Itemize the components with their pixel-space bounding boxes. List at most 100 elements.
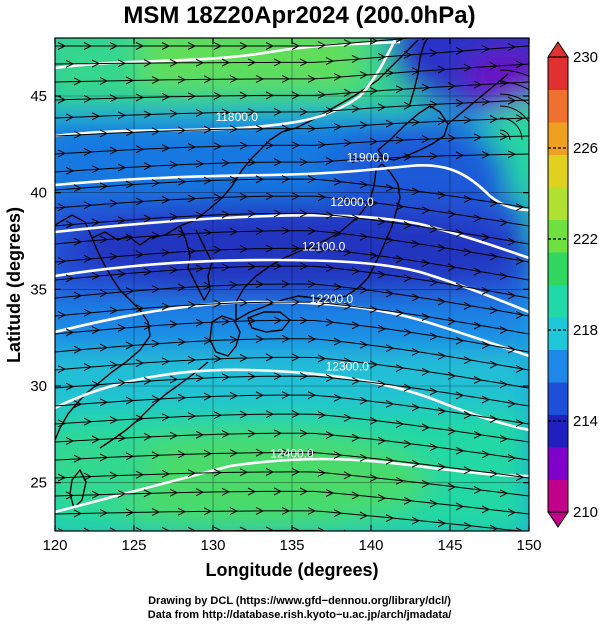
wind-arrow [109,199,119,208]
y-axis: 25 30 35 40 45 [30,88,529,492]
wind-arrow [281,124,291,133]
wind-arrow [187,355,197,364]
wind-arrow [411,187,421,196]
wind-arrow [411,239,421,248]
wind-arrow [317,411,327,420]
wind-arrow [135,414,145,423]
wind-arrow [169,212,179,221]
wind-arrow [489,306,499,315]
wind-arrow [299,58,309,67]
wind-arrow [429,387,439,396]
wind-arrow [109,306,119,315]
wind-arrow [187,247,197,256]
wind-arrow [369,305,379,314]
wind-arrow [325,264,335,273]
wind-arrow [281,391,291,400]
streamline [55,356,529,389]
wind-arrow [265,192,275,201]
wind-arrow [377,380,387,389]
wind-arrow [473,267,483,276]
x-tick-label: 125 [121,537,146,554]
colorbar-segment [548,219,568,253]
wind-arrow [437,297,447,306]
wind-arrow [265,91,275,100]
y-tick-label: 35 [30,281,47,298]
wind-arrow [143,489,153,498]
wind-arrow [161,144,171,152]
wind-arrow [281,175,291,184]
wind-arrow [499,380,509,389]
wind-arrow [463,301,473,310]
wind-arrow [395,420,405,428]
wind-arrow [135,145,145,154]
wind-arrow [369,251,379,260]
wind-arrow [83,147,93,156]
wind-arrow [221,487,231,496]
wind-arrow [229,227,239,236]
wind-arrow [247,487,257,496]
colorbar-segment [548,89,568,123]
wind-arrow [343,39,353,47]
wind-arrow [437,519,447,528]
wind-arrow [99,343,109,352]
wind-arrow [57,527,65,531]
wind-arrow [421,259,431,268]
wind-arrow [125,128,135,137]
wind-arrow [73,400,83,409]
wind-arrow [177,126,187,135]
colorbar-segment [548,382,568,415]
colorbar-tick-label: 230 [573,49,598,66]
wind-arrow [403,153,413,161]
contour-line [55,368,529,432]
wind-arrow [161,92,171,101]
wind-arrow [177,507,187,516]
wind-arrow [481,450,491,459]
wind-arrow [455,391,465,400]
wind-arrow [161,302,171,311]
wind-arrow [500,26,507,33]
wind-arrow [447,482,457,491]
wind-arrow [143,321,153,330]
wind-arrow [291,298,301,307]
wind-arrow [359,453,369,462]
wind-arrow [57,203,67,212]
streamline [55,99,529,119]
streamline-curl [499,93,529,106]
wind-arrow [91,272,101,280]
wind-arrow [83,308,93,317]
wind-arrow [177,338,187,346]
wind-arrow [65,274,75,283]
wind-arrow [515,365,525,373]
wind-arrow [474,542,481,549]
wind-arrow [385,456,395,465]
wind-arrow [213,354,223,363]
wind-arrow [151,395,161,403]
height-contours [55,39,529,514]
wind-arrow [299,429,309,438]
wind-arrow [333,451,343,460]
wind-arrow [57,419,67,428]
colorbar-segment [548,187,568,220]
wind-arrow [195,318,205,327]
wind-arrow [343,471,353,480]
wind-arrow [395,38,405,43]
wind-arrow [265,42,275,50]
wind-arrow [273,209,283,218]
contour-label: 12200.0 [310,292,354,306]
wind-arrow [195,211,205,220]
wind-arrow [317,468,327,477]
contour-label: 12000.0 [330,195,374,209]
wind-arrow [385,69,395,77]
wind-arrow [489,469,499,478]
wind-arrow [307,448,317,457]
wind-arrow [307,124,317,133]
wind-arrow [343,139,353,147]
wind-arrow [99,129,109,138]
wind-arrow [463,116,473,125]
wind-arrow [143,432,153,441]
wind-arrow [343,196,353,204]
wind-arrow [369,474,379,482]
wind-arrow [463,63,473,72]
y-axis-title: Latitude (degrees) [4,207,24,363]
map-figure: 11800.0 11900.0 12000.0 12100.0 12200.0 12300… [4,26,598,580]
